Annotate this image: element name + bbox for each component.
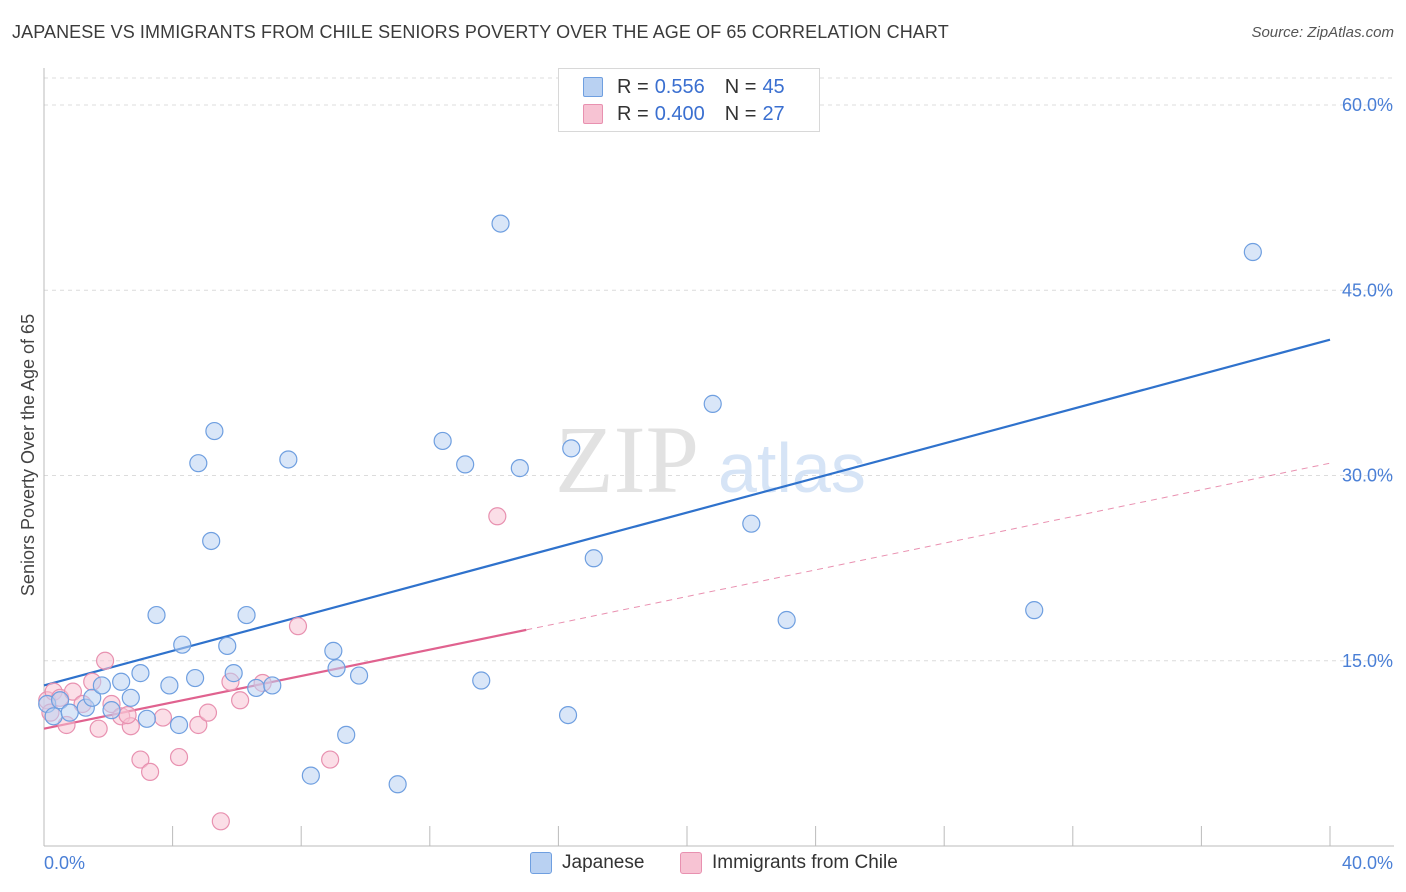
legend-n-label: N =	[724, 75, 757, 98]
series-swatch-japanese	[530, 852, 552, 874]
data-point-pink	[63, 682, 83, 701]
data-point-pink	[288, 617, 308, 636]
legend-row-chile: R = 0.400 N = 27	[583, 102, 785, 126]
data-point-blue	[301, 766, 320, 785]
data-point-blue	[742, 514, 761, 533]
data-point-blue	[584, 549, 603, 568]
series-label-japanese: Japanese	[562, 852, 645, 873]
data-point-blue	[237, 605, 256, 625]
data-point-blue	[349, 666, 369, 685]
data-point-blue	[131, 664, 150, 683]
chart-title: JAPANESE VS IMMIGRANTS FROM CHILE SENIOR…	[12, 22, 949, 42]
data-point-blue	[279, 450, 298, 469]
data-point-blue	[173, 635, 192, 654]
data-point-blue	[50, 691, 70, 710]
correlation-legend: R = 0.556 N = 45 R = 0.400 N = 27	[558, 68, 820, 132]
data-point-blue	[121, 688, 140, 707]
data-point-blue	[510, 459, 529, 478]
data-point-pink	[131, 750, 150, 769]
data-point-blue	[703, 394, 722, 413]
legend-r-label: R =	[617, 75, 649, 98]
data-point-blue	[186, 668, 205, 688]
legend-r-label: R =	[617, 102, 649, 125]
series-legend-japanese: Japanese	[530, 852, 644, 874]
data-point-blue	[472, 671, 491, 690]
data-point-blue	[433, 431, 452, 451]
data-point-blue	[169, 715, 189, 735]
x-tick-label: 40.0%	[1342, 853, 1393, 873]
data-point-blue	[160, 676, 179, 695]
data-point-blue	[324, 641, 343, 660]
series-legend-chile: Immigrants from Chile	[680, 852, 898, 874]
data-point-blue	[327, 659, 346, 678]
legend-r-value: 0.400	[654, 102, 705, 125]
data-point-blue	[224, 664, 243, 683]
data-point-pink	[89, 719, 108, 738]
axes	[43, 68, 1394, 847]
watermark-atlas: atlas	[718, 429, 866, 507]
data-point-blue	[777, 610, 796, 630]
data-point-blue	[83, 688, 102, 707]
trend-line-blue	[43, 338, 1331, 687]
data-point-pink	[140, 762, 160, 782]
source-label: Source: ZipAtlas.com	[1251, 24, 1394, 41]
data-point-pink	[198, 703, 218, 722]
data-point-blue	[137, 709, 156, 728]
data-point-pink	[95, 651, 115, 670]
legend-r-value: 0.556	[654, 75, 705, 98]
legend-n-value: 27	[762, 102, 785, 125]
legend-row-japanese: R = 0.556 N = 45	[583, 75, 785, 99]
legend-swatch-chile	[583, 104, 603, 124]
data-point-blue	[218, 636, 237, 656]
data-point-blue	[1243, 242, 1262, 262]
data-point-pink	[211, 812, 230, 831]
data-point-blue	[205, 421, 224, 441]
y-tick-label: 30.0%	[1342, 466, 1393, 486]
legend-n-label: N =	[724, 102, 757, 125]
data-point-pink	[153, 708, 173, 727]
x-tick-label: 0.0%	[44, 853, 85, 873]
data-point-blue	[44, 707, 63, 726]
data-point-blue	[92, 676, 111, 695]
series-label-chile: Immigrants from Chile	[712, 852, 898, 873]
data-point-pink	[169, 747, 189, 767]
data-point-blue	[1025, 601, 1044, 620]
data-point-blue	[558, 705, 578, 725]
watermark-zip: ZIP	[555, 406, 699, 513]
data-point-blue	[388, 775, 407, 794]
data-point-blue	[112, 672, 131, 691]
data-point-pink	[488, 507, 507, 526]
legend-n-value: 45	[762, 75, 785, 98]
y-axis-label: Seniors Poverty Over the Age of 65	[18, 314, 38, 596]
trend-extension-pink	[526, 462, 1331, 631]
data-point-blue	[456, 455, 475, 474]
y-tick-label: 15.0%	[1342, 651, 1393, 671]
data-points	[38, 214, 1262, 831]
y-tick-label: 45.0%	[1342, 280, 1393, 300]
data-point-blue	[562, 439, 581, 458]
data-point-blue	[247, 678, 266, 698]
grid-lines	[44, 77, 1394, 662]
series-legend: Japanese Immigrants from Chile	[0, 852, 1406, 878]
data-point-blue	[202, 531, 221, 551]
data-point-pink	[231, 691, 250, 710]
data-point-blue	[102, 701, 121, 720]
data-point-blue	[147, 605, 166, 625]
data-point-pink	[189, 715, 208, 735]
data-point-blue	[189, 454, 208, 473]
data-point-pink	[321, 750, 340, 769]
tick-labels: 15.0% 30.0% 45.0% 60.0% 0.0% 40.0%	[44, 95, 1393, 873]
data-point-pink	[118, 705, 137, 725]
data-point-blue	[337, 725, 356, 744]
legend-swatch-japanese	[583, 77, 603, 97]
data-point-blue	[263, 676, 282, 695]
data-point-blue	[491, 214, 510, 233]
series-swatch-chile	[680, 852, 702, 874]
watermark: ZIP atlas	[555, 406, 866, 513]
data-point-blue	[60, 703, 79, 722]
y-tick-label: 60.0%	[1342, 95, 1393, 115]
